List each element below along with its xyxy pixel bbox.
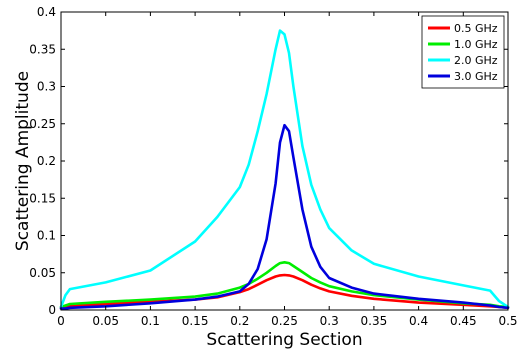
y-tick-label: 0.05 <box>29 266 56 280</box>
x-axis-title: Scattering Section <box>206 330 362 350</box>
x-tick-label: 0 <box>57 314 65 328</box>
legend-label: 3.0 GHz <box>454 70 498 83</box>
legend-label: 1.0 GHz <box>454 38 498 51</box>
x-tick-label: 0.15 <box>182 314 209 328</box>
legend: 0.5 GHz 1.0 GHz 2.0 GHz 3.0 GHz <box>421 15 505 89</box>
x-tick-label: 0.3 <box>320 314 339 328</box>
x-tick-label: 0.1 <box>141 314 160 328</box>
y-axis-title: Scattering Amplitude <box>13 71 33 251</box>
y-tick-label: 0.2 <box>37 154 56 168</box>
y-tick-label: 0 <box>48 303 56 317</box>
y-axis: 0 0.05 0.1 0.15 0.2 0.25 0.3 0.35 0.4 <box>29 5 508 317</box>
x-tick-label: 0.35 <box>361 314 388 328</box>
series-line-2 <box>59 29 510 309</box>
x-tick-label: 0.05 <box>92 314 119 328</box>
x-axis: 0 0.05 0.1 0.15 0.2 0.25 0.3 0.35 0.4 0.45 0.5 <box>57 12 518 328</box>
x-tick-label: 0.45 <box>450 314 477 328</box>
y-tick-label: 0.35 <box>29 42 56 56</box>
y-tick-label: 0.25 <box>29 117 56 131</box>
series-layer <box>59 29 510 310</box>
x-tick-label: 0.25 <box>271 314 298 328</box>
legend-label: 0.5 GHz <box>454 22 498 35</box>
y-tick-label: 0.4 <box>37 5 56 19</box>
y-tick-label: 0.15 <box>29 191 56 205</box>
x-tick-label: 0.2 <box>230 314 249 328</box>
y-tick-label: 0.3 <box>37 80 56 94</box>
x-tick-label: 0.4 <box>409 314 428 328</box>
legend-label: 2.0 GHz <box>454 54 498 67</box>
series-line-3 <box>59 123 510 310</box>
y-tick-label: 0.1 <box>37 229 56 243</box>
x-tick-label: 0.5 <box>498 314 517 328</box>
